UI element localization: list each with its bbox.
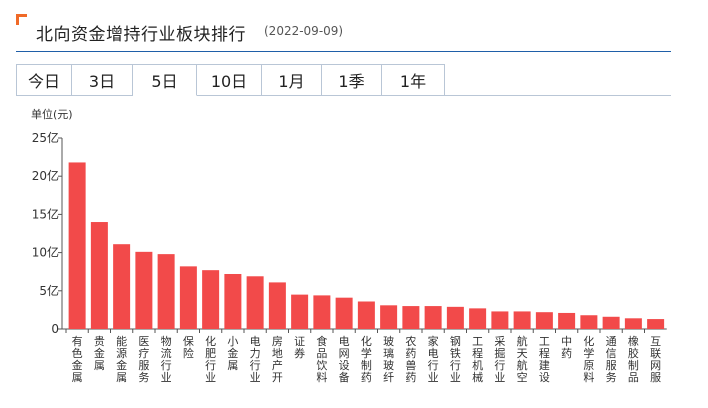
x-tick-label: 农药兽药: [405, 334, 416, 384]
x-tick-label: 食品饮料: [316, 334, 327, 384]
bar[interactable]: [624, 318, 642, 329]
bar[interactable]: [602, 316, 620, 329]
bar[interactable]: [246, 276, 264, 329]
x-tick-label: 玻璃玻纤: [383, 335, 394, 384]
x-tick-label: 橡胶制品: [628, 335, 639, 384]
title-divider: [16, 51, 671, 52]
x-tick-label: 工程机械: [472, 335, 483, 384]
bar[interactable]: [224, 273, 242, 329]
x-tick-label: 贵金属: [94, 335, 105, 372]
bar[interactable]: [558, 312, 576, 329]
period-tabs: 今日 3日 5日 10日 1月 1季 1年: [16, 64, 445, 96]
y-tick-label: 5亿: [39, 283, 59, 298]
x-tick-label: 航天航空: [517, 334, 528, 384]
bar[interactable]: [113, 244, 131, 329]
tab-5-day[interactable]: 5日: [133, 64, 197, 96]
bar[interactable]: [179, 266, 197, 329]
y-tick-label: 10亿: [32, 245, 59, 260]
tab-1-month[interactable]: 1月: [262, 64, 322, 96]
x-tick-label: 化学制药: [361, 334, 372, 384]
title-bar: 北向资金增持行业板块排行 (2022-09-09): [0, 0, 708, 60]
x-tick-label: 通信服务: [606, 335, 617, 384]
bar[interactable]: [380, 305, 398, 329]
bar[interactable]: [647, 319, 665, 329]
x-tick-label: 电力行业: [250, 335, 261, 384]
x-tick-label: 采掘行业: [494, 335, 505, 384]
x-tick-label: 化学原料: [583, 334, 594, 384]
bar[interactable]: [424, 306, 442, 329]
bar[interactable]: [491, 311, 509, 329]
bar[interactable]: [580, 315, 598, 329]
x-tick-label: 互联网服: [650, 335, 661, 384]
x-tick-label: 电网设备: [339, 335, 350, 384]
y-tick-label: 20亿: [32, 168, 59, 183]
bar[interactable]: [335, 297, 353, 329]
x-tick-label: 中药: [561, 335, 572, 360]
unit-label: 单位(元): [31, 107, 73, 121]
bar[interactable]: [157, 254, 175, 329]
bar[interactable]: [402, 306, 420, 329]
tab-10-day[interactable]: 10日: [197, 64, 262, 96]
x-tick-label: 工程建设: [539, 335, 550, 384]
tab-today[interactable]: 今日: [16, 64, 72, 96]
corner-accent-icon: [16, 14, 27, 25]
page-title: 北向资金增持行业板块排行: [36, 25, 246, 45]
bar[interactable]: [202, 270, 220, 329]
y-tick-label: 15亿: [32, 206, 59, 221]
bar[interactable]: [469, 308, 487, 329]
date-label: (2022-09-09): [264, 24, 344, 38]
tab-3-day[interactable]: 3日: [72, 64, 133, 96]
x-tick-label: 家电行业: [428, 334, 439, 384]
x-tick-label: 能源金属: [116, 334, 127, 384]
bar[interactable]: [291, 294, 309, 329]
tab-1-year[interactable]: 1年: [382, 64, 445, 96]
x-tick-label: 化肥行业: [205, 334, 216, 384]
x-tick-label: 物流行业: [161, 334, 172, 384]
x-tick-label: 有色金属: [72, 334, 83, 384]
bar[interactable]: [535, 312, 553, 329]
tab-1-quarter[interactable]: 1季: [322, 64, 382, 96]
bar[interactable]: [135, 251, 153, 329]
bar[interactable]: [68, 162, 86, 329]
x-tick-label: 医疗服务: [138, 335, 149, 384]
bar[interactable]: [90, 222, 108, 329]
x-tick-label: 保险: [183, 334, 194, 360]
bar[interactable]: [313, 295, 331, 329]
x-tick-label: 证券: [294, 335, 305, 360]
bar[interactable]: [513, 311, 531, 329]
y-tick-label: 0: [51, 322, 59, 336]
bar[interactable]: [446, 306, 464, 329]
bar[interactable]: [268, 282, 286, 329]
x-tick-label: 房地产开: [272, 335, 283, 384]
x-tick-label: 钢铁行业: [450, 335, 461, 384]
y-tick-label: 25亿: [32, 130, 59, 145]
x-tick-label: 小金属: [227, 335, 238, 372]
bar[interactable]: [357, 301, 375, 329]
bar-series: [68, 162, 665, 329]
